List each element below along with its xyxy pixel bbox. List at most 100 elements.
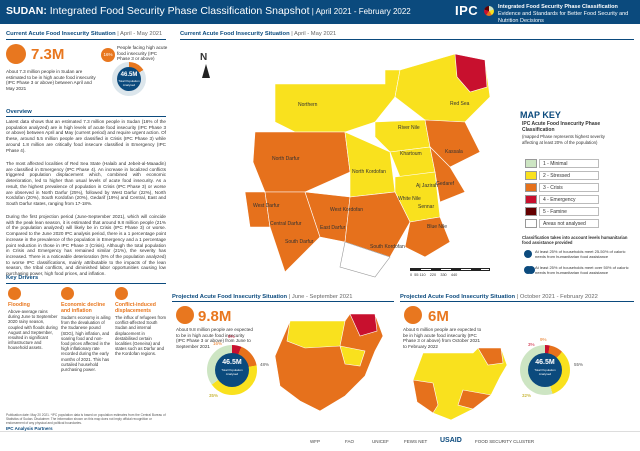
drivers-title: Key Drivers (6, 275, 39, 281)
assist-icon-2 (524, 266, 532, 274)
north-arrow-icon (202, 64, 210, 78)
legend-label: 1 - Minimal (539, 159, 599, 168)
map-north-darfur (252, 131, 351, 193)
flood-icon (8, 287, 21, 300)
assist-text-1: At least 25% of households meet 25-50% o… (535, 249, 626, 259)
driver-title-economy: Economic decline and inflation (61, 302, 106, 314)
legend-swatch (525, 159, 537, 168)
map-label-blue-nile: Blue Nile (427, 224, 448, 230)
map-central-south-darfur (264, 191, 321, 273)
divider (6, 116, 166, 117)
pct-label: People facing high acute food insecurity… (117, 45, 168, 62)
assist-text-2: At least 25% of households meet over 50%… (535, 265, 629, 275)
legend-row: 4 - Emergency (525, 195, 625, 204)
current-total-label: Total Population Analysed (118, 79, 140, 87)
proj1-seg-stressed: 35% (209, 393, 219, 398)
proj2-total-label: Total Population Analysed (534, 368, 556, 376)
map-key-title: MAP KEY (520, 110, 561, 120)
page-title: SUDAN: Integrated Food Security Phase Cl… (6, 5, 411, 17)
legend-row: 2 - Stressed (525, 171, 625, 180)
legend-row: Areas not analysed (525, 219, 625, 228)
conflict-icon (115, 287, 128, 300)
driver-text-economy: Sudan's economy is ailing from the deval… (61, 315, 111, 373)
proj2-value: 6M (428, 308, 449, 325)
proj2-title: Projected Acute Food Insecurity Situatio… (400, 294, 598, 300)
overview-p3: During the first projection period (June… (6, 214, 166, 277)
assist-icon-1 (524, 250, 532, 258)
current-description: About 7.3 million people in Sudan are es… (6, 69, 96, 91)
map-label-northern: Northern (298, 102, 318, 108)
ipc-logo: IPC (455, 3, 479, 18)
map-label-khartoum: Khartoum (400, 151, 422, 157)
overview-p2: The most affected localities of Red Sea … (6, 161, 166, 206)
legend-row: 5 - Famine (525, 207, 625, 216)
map-label-central-darfur: Central Darfur (270, 221, 302, 227)
current-value: 7.3M (31, 46, 65, 63)
legend-swatch (525, 195, 537, 204)
top-banner: SUDAN: Integrated Food Security Phase Cl… (0, 0, 640, 24)
map-kassala (424, 119, 481, 168)
driver-text-conflict: The influx of refugees from conflict-aff… (115, 315, 167, 357)
proj2-description: About 6 million people are expected to b… (403, 327, 482, 349)
map-label-kassala: Kassala (445, 149, 463, 155)
map-label-west-darfur: West Darfur (253, 203, 280, 209)
partner-logo-fsc: FOOD SECURITY CLUSTER (475, 439, 535, 444)
people-icon (6, 44, 26, 64)
current-total: 46.5M (120, 72, 138, 78)
legend-label: 3 - Crisis (539, 183, 599, 192)
sudan-map (244, 53, 491, 278)
map-label-north-kordofan: North Kordofan (352, 169, 386, 175)
divider (172, 301, 394, 302)
divider (400, 301, 634, 302)
map-label-jazirah: Aj Jazirah (416, 183, 438, 189)
proj1-map (274, 313, 384, 412)
map-key-subtitle: IPC Acute Food Insecurity Phase Classifi… (522, 121, 601, 133)
map-key-desc: (mapped Phase represents highest severit… (522, 134, 605, 145)
partners-bar (0, 431, 640, 451)
map-northern (274, 69, 401, 133)
map-gedaref (429, 146, 466, 203)
map-red-sea-emergency (454, 53, 488, 93)
current-section-title: Current Acute Food Insecurity Situation … (6, 31, 163, 37)
proj1-description: About 9.8 million people are expected to… (176, 327, 253, 349)
map-label-river-nile: River Nile (398, 125, 420, 131)
proj1-seg-emergency: 6% (228, 334, 235, 339)
divider (180, 39, 634, 40)
map-label-sennar: Sennar (418, 204, 435, 210)
proj2-seg-crisis: 9% (540, 337, 547, 342)
partner-logo-fewsnet: FEWS NET (404, 439, 428, 444)
proj2-seg-emergency: 3% (528, 342, 535, 347)
legend-label: Areas not analysed (539, 219, 599, 228)
legend-label: 5 - Famine (539, 207, 599, 216)
proj2-seg-minimal: 55% (574, 362, 584, 367)
ipc-subtitle: Integrated Food Security Phase Classific… (498, 4, 629, 24)
proj2-seg-stressed: 32% (522, 393, 532, 398)
proj1-donut-center (215, 353, 249, 387)
current-donut-center (117, 67, 141, 91)
map-blue-nile (404, 216, 451, 258)
legend-swatch (525, 219, 537, 228)
scale-labels: 0 55 110 220 330 440 (410, 273, 458, 277)
map-label-white-nile: White Nile (398, 196, 421, 202)
partner-logo-wfp: WFP (310, 439, 320, 444)
people-icon (404, 306, 422, 324)
economy-icon (61, 287, 74, 300)
proj1-total: 46.5M (222, 359, 242, 366)
proj2-donut-center (528, 353, 562, 387)
proj1-value: 9.8M (198, 308, 232, 325)
partner-logo-unicef: UNICEF (372, 439, 389, 444)
proj1-total-label: Total Population Analysed (221, 368, 243, 376)
people-icon (176, 306, 194, 324)
proj1-seg-crisis: 16% (213, 341, 223, 346)
partners-title: IPC Analysis Partners (6, 426, 53, 431)
driver-title-flooding: Flooding (8, 302, 30, 308)
legend-swatch (525, 207, 537, 216)
divider (6, 39, 166, 40)
proj2-total: 46.5M (535, 359, 555, 366)
legend-swatch (525, 171, 537, 180)
map-label-east-darfur: East Darfur (320, 225, 346, 231)
pct-badge: 16% (101, 48, 115, 62)
overview-title: Overview (6, 109, 32, 115)
partner-logo-fao: FAO (345, 439, 355, 444)
